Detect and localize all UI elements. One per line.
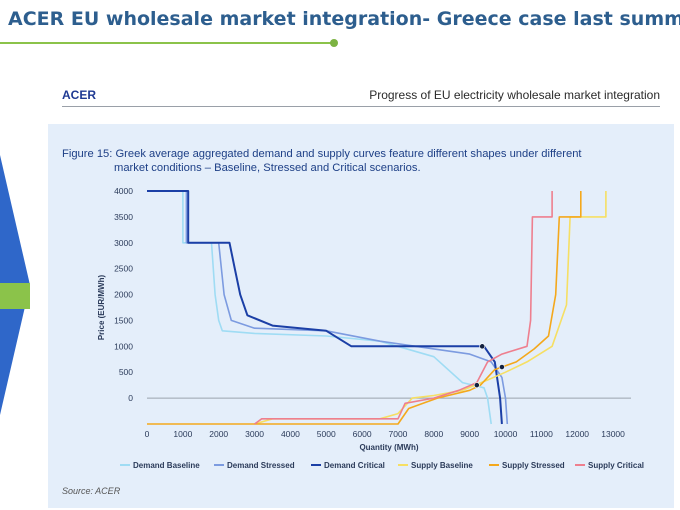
figure-caption: Figure 15: Greek average aggregated dema… [62, 147, 662, 175]
y-tick-label: 2500 [114, 264, 133, 274]
x-tick-label: 3000 [245, 429, 264, 439]
figure-panel: Figure 15: Greek average aggregated dema… [48, 124, 674, 508]
y-tick-label: 2000 [114, 290, 133, 300]
intersection-point [473, 382, 480, 389]
x-tick-label: 1000 [173, 429, 192, 439]
x-tick-label: 7000 [389, 429, 408, 439]
figure-caption-line-2: market conditions – Baseline, Stressed a… [114, 162, 421, 174]
legend-label: Supply Stressed [502, 461, 565, 470]
left-decoration-bar [0, 283, 30, 309]
x-tick-label: 2000 [209, 429, 228, 439]
x-tick-label: 4000 [281, 429, 300, 439]
slide-title: ACER EU wholesale market integration- Gr… [8, 8, 680, 30]
title-underline [0, 42, 332, 44]
x-tick-label: 12000 [565, 429, 589, 439]
x-tick-label: 10000 [494, 429, 518, 439]
y-axis-label: Price (EUR/MWh) [97, 275, 106, 341]
report-header: ACER Progress of EU electricity wholesal… [62, 86, 660, 107]
acer-logo: ACER [62, 88, 97, 102]
supply-demand-chart: 0 500 1000 1500 2000 2500 3000 3500 4000 0 1000 200… [97, 186, 644, 470]
intersection-point [499, 364, 505, 370]
report-title: Progress of EU electricity wholesale mar… [369, 88, 660, 102]
series-line-demand-critical [147, 190, 503, 425]
source-note: Source: ACER [62, 486, 121, 496]
y-tick-label: 1500 [114, 315, 133, 325]
y-tick-label: 0 [128, 393, 133, 403]
series-line-supply-stressed [147, 191, 582, 425]
x-tick-label: 11000 [530, 429, 553, 439]
series-line-supply-critical [254, 191, 553, 425]
x-tick-label: 13000 [601, 429, 625, 439]
legend-label: Demand Critical [324, 461, 385, 470]
series-line-demand-stressed [147, 190, 509, 425]
y-tick-label: 3000 [114, 238, 133, 248]
legend-label: Demand Stressed [227, 461, 295, 470]
series-line-demand-baseline [147, 190, 492, 425]
series-line-supply-baseline [254, 191, 607, 425]
legend-label: Supply Critical [588, 461, 644, 470]
y-tick-label: 1000 [114, 341, 133, 351]
x-tick-label: 5000 [317, 429, 336, 439]
x-tick-label: 8000 [424, 429, 443, 439]
title-underline-dot [330, 39, 338, 47]
y-tick-label: 500 [119, 367, 133, 377]
y-tick-label: 4000 [114, 186, 133, 196]
intersection-point [479, 343, 486, 350]
x-tick-label: 0 [145, 429, 150, 439]
x-axis-label: Quantity (MWh) [359, 443, 418, 452]
x-tick-label: 6000 [353, 429, 372, 439]
y-tick-label: 3500 [114, 212, 133, 222]
legend-label: Supply Baseline [411, 461, 473, 470]
x-tick-label: 9000 [460, 429, 479, 439]
legend-label: Demand Baseline [133, 461, 200, 470]
figure-caption-line-1: Figure 15: Greek average aggregated dema… [62, 148, 582, 160]
